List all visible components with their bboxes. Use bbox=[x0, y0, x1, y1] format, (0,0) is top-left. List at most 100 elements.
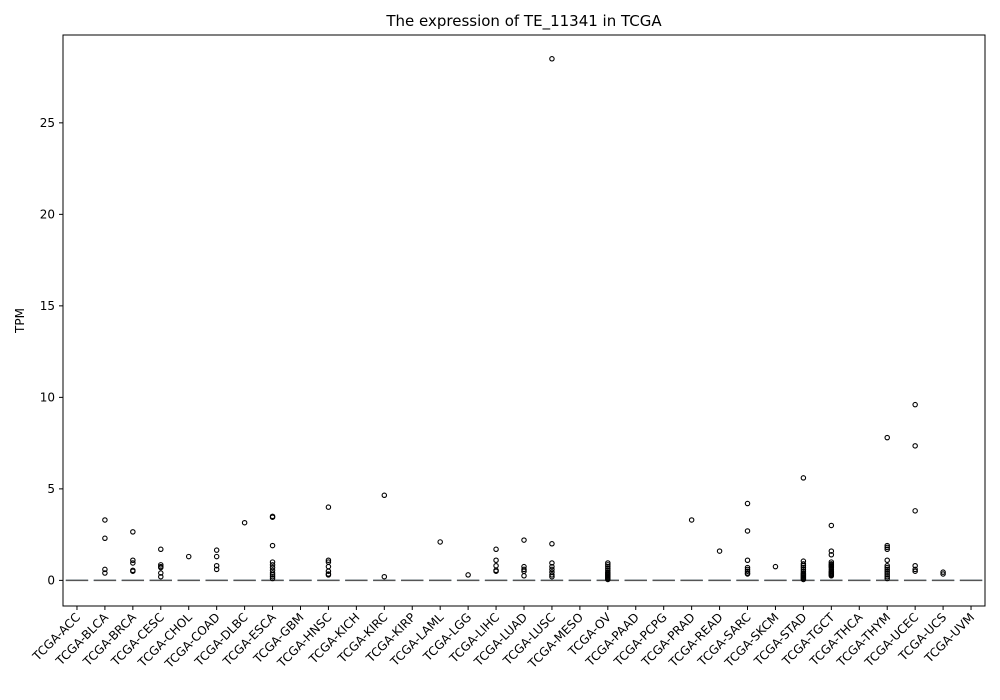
outlier-point bbox=[325, 557, 332, 563]
y-axis-label: TPM bbox=[13, 308, 27, 334]
outlier-point bbox=[744, 564, 751, 571]
outlier-point bbox=[912, 566, 918, 573]
y-tick-label: 0 bbox=[47, 573, 55, 587]
outlier-point bbox=[521, 573, 527, 579]
outlier-point bbox=[744, 528, 751, 534]
y-axis: 0 5 10 15 20 25 bbox=[40, 116, 63, 587]
outlier-point bbox=[940, 569, 946, 575]
y-tick-label: 25 bbox=[40, 116, 55, 130]
outlier-point bbox=[744, 568, 751, 574]
outlier-point bbox=[912, 401, 918, 408]
y-tick-label: 20 bbox=[40, 207, 55, 221]
outlier-point bbox=[213, 566, 220, 573]
outlier-point bbox=[521, 537, 527, 543]
outlier-point bbox=[828, 552, 835, 558]
outlier-point bbox=[269, 570, 276, 576]
outlier-point bbox=[828, 573, 835, 579]
outlier-point bbox=[493, 546, 499, 553]
outlier-point bbox=[884, 564, 890, 571]
outlier-point bbox=[800, 561, 807, 567]
outlier-point bbox=[884, 542, 890, 549]
outlier-point bbox=[325, 563, 332, 570]
outlier-point bbox=[269, 564, 276, 571]
outlier-point bbox=[269, 559, 276, 565]
outlier-point bbox=[493, 562, 499, 569]
outlier-point bbox=[325, 568, 332, 574]
outlier-point bbox=[800, 562, 807, 569]
outlier-point bbox=[940, 571, 946, 577]
y-tick-label: 15 bbox=[40, 299, 55, 313]
outlier-point bbox=[884, 434, 890, 441]
outlier-point bbox=[130, 568, 136, 574]
outlier-point bbox=[912, 562, 918, 569]
outlier-point bbox=[800, 576, 807, 583]
y-tick-label: 5 bbox=[47, 482, 55, 496]
outlier-point bbox=[884, 566, 890, 573]
outlier-point bbox=[158, 562, 164, 568]
outlier-point bbox=[884, 544, 890, 551]
outlier-point bbox=[549, 56, 555, 62]
outlier-point bbox=[493, 568, 499, 574]
outlier-point bbox=[884, 546, 890, 553]
outlier-point bbox=[912, 568, 918, 574]
outlier-point bbox=[549, 563, 555, 570]
outlier-point bbox=[549, 572, 555, 578]
outlier-point bbox=[269, 514, 276, 520]
outlier-point bbox=[884, 557, 890, 563]
outlier-point bbox=[605, 563, 611, 570]
outlier-point bbox=[884, 570, 890, 576]
outlier-point bbox=[716, 548, 723, 554]
outlier-point bbox=[744, 571, 751, 577]
outlier-point bbox=[381, 492, 388, 499]
outlier-point bbox=[102, 535, 108, 542]
outlier-point bbox=[158, 573, 164, 580]
outlier-point bbox=[269, 573, 276, 580]
outlier-point bbox=[325, 572, 332, 578]
outlier-point bbox=[828, 548, 835, 554]
outlier-point bbox=[241, 519, 248, 526]
outlier-point bbox=[549, 566, 555, 573]
outlier-point bbox=[269, 562, 276, 568]
outlier-point bbox=[102, 570, 108, 576]
outlier-point bbox=[912, 443, 918, 449]
outlier-point bbox=[102, 566, 108, 573]
outlier-point bbox=[158, 570, 164, 576]
outlier-point bbox=[269, 575, 276, 582]
outlier-point bbox=[437, 539, 443, 545]
outlier-point bbox=[605, 576, 611, 583]
outlier-point bbox=[493, 557, 499, 563]
outlier-point bbox=[269, 542, 276, 549]
outlier-point bbox=[130, 557, 136, 563]
outlier-point bbox=[772, 563, 779, 570]
outlier-point bbox=[549, 573, 555, 580]
outlier-point bbox=[213, 553, 220, 560]
x-axis: TCGA-ACCTCGA-BLCATCGA-BRCATCGA-CESCTCGA-… bbox=[29, 606, 977, 671]
outlier-point bbox=[884, 573, 890, 580]
plot-frame bbox=[62, 34, 986, 607]
outlier-point bbox=[828, 522, 835, 529]
outlier-point bbox=[688, 517, 695, 523]
y-tick-label: 10 bbox=[40, 390, 55, 404]
outlier-point bbox=[884, 562, 890, 569]
outlier-point bbox=[605, 562, 611, 568]
outlier-point bbox=[158, 546, 164, 553]
outlier-point bbox=[884, 572, 890, 578]
outlier-point bbox=[744, 557, 751, 563]
outlier-point bbox=[912, 508, 918, 514]
outlier-point bbox=[325, 504, 332, 510]
outlier-point bbox=[521, 566, 527, 573]
outlier-point bbox=[102, 517, 108, 523]
outlier-point bbox=[800, 564, 807, 571]
outlier-point bbox=[185, 553, 192, 560]
outlier-point bbox=[213, 547, 220, 553]
outlier-point bbox=[130, 529, 136, 535]
outlier-point bbox=[800, 475, 807, 481]
plot-area bbox=[65, 56, 983, 583]
outlier-point bbox=[381, 573, 388, 580]
outlier-point bbox=[213, 562, 220, 569]
chart-title: The expression of TE_11341 in TCGA bbox=[385, 12, 662, 31]
outlier-point bbox=[549, 541, 555, 547]
outlier-point bbox=[884, 575, 890, 582]
